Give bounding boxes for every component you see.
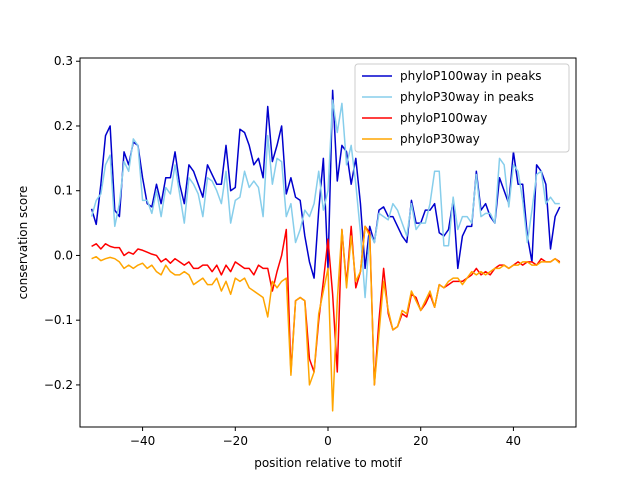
series-line-3 xyxy=(91,225,561,412)
y-tick-label: 0.0 xyxy=(54,248,73,262)
legend: phyloP100way in peaks phyloP30way in peak… xyxy=(354,63,570,153)
y-axis-ticks: −0.2 −0.1 0.0 0.1 0.2 0.3 xyxy=(44,54,80,392)
y-tick-label: −0.1 xyxy=(44,313,73,327)
series-line-0 xyxy=(90,89,561,279)
x-tick-label: 0 xyxy=(324,434,332,448)
y-tick-label: 0.2 xyxy=(54,119,73,133)
series-line-2 xyxy=(91,225,561,386)
legend-label-2: phyloP100way xyxy=(400,111,487,125)
x-axis-ticks: −40 −20 0 20 40 xyxy=(130,427,521,448)
y-axis-label: conservation score xyxy=(16,186,30,300)
y-tick-label: 0.3 xyxy=(54,54,73,68)
x-tick-label: −40 xyxy=(130,434,155,448)
x-tick-label: −20 xyxy=(223,434,248,448)
legend-label-3: phyloP30way xyxy=(400,132,480,146)
legend-box xyxy=(354,63,570,153)
x-tick-label: 40 xyxy=(506,434,521,448)
x-axis-label: position relative to motif xyxy=(254,456,402,470)
y-tick-label: 0.1 xyxy=(54,184,73,198)
x-tick-label: 20 xyxy=(413,434,428,448)
series-group xyxy=(90,89,561,412)
legend-label-0: phyloP100way in peaks xyxy=(400,69,542,83)
y-tick-label: −0.2 xyxy=(44,378,73,392)
series-line-1 xyxy=(90,99,560,299)
legend-label-1: phyloP30way in peaks xyxy=(400,90,534,104)
